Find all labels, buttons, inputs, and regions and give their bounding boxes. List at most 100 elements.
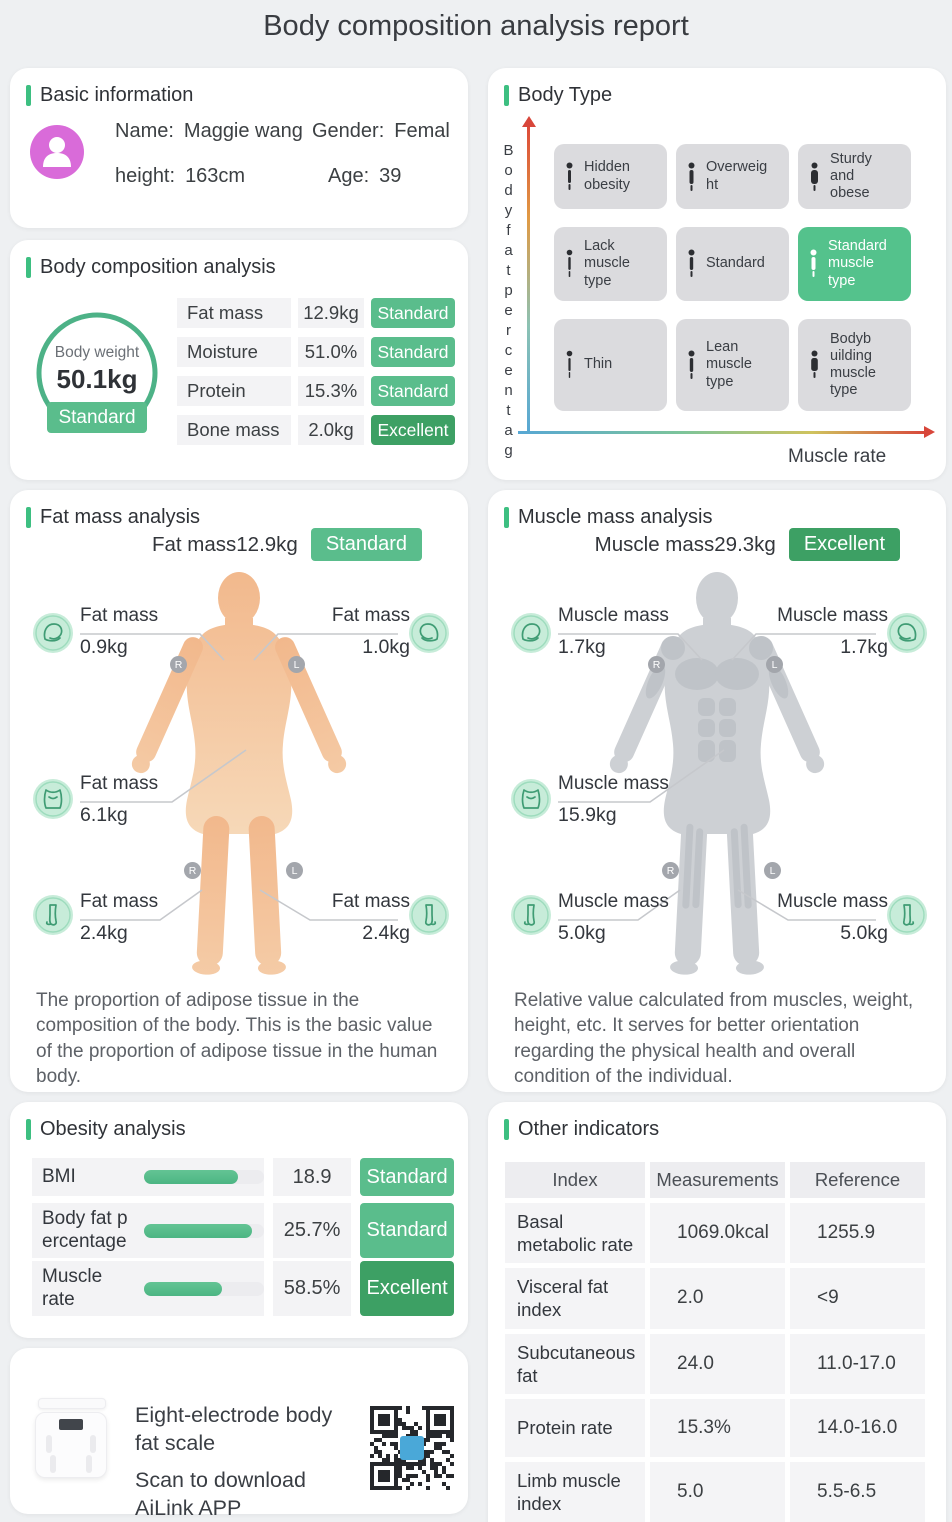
body-weight-gauge: Body weight 50.1kg [32,308,162,438]
x-axis-label: Muscle rate [788,446,887,467]
accent-bar [26,1119,31,1140]
body-weight-value: 50.1kg [56,364,138,394]
body-fat-scale-icon [35,1412,107,1478]
status-badge: Standard [371,337,455,367]
leg-icon [511,895,551,935]
fat-description: The proportion of adipose tissue in the … [36,990,438,1087]
x-axis-arrow-icon [924,426,935,438]
table-row: Moisture 51.0% Standard [177,337,455,367]
table-cell: 1069.0kcal [650,1203,785,1264]
obesity-analysis-title: Obesity analysis [26,1118,186,1141]
body-composition-title: Body composition analysis [26,256,276,279]
leg-icon [33,895,73,935]
body-weight-status-badge: Standard [47,402,147,433]
body-type-cell-standard-muscle-type-selected: Standard muscle type [798,227,911,301]
left-marker: L [288,656,305,673]
fat-mass-card: Fat mass analysis Fat mass12.9kg Standar… [10,490,468,1092]
body-type-cell-bodybuilding-muscle-type: Bodyb uilding muscle type [798,319,911,411]
fat-right-leg-label: Fat mass 2.4kg [331,891,410,944]
table-cell: Visceral fat index [505,1268,645,1329]
other-indicators-title: Other indicators [504,1118,659,1141]
muscle-mass-card: Muscle mass analysis Muscle mass29.3kg E… [488,490,946,1092]
gender-row: Gender: Femal [312,120,450,142]
right-marker: R [662,862,679,879]
name-value: Maggie wang [183,120,303,142]
table-cell: Basal metabolic rate [505,1203,645,1264]
table-row: BMI 18.9 Standard [32,1158,454,1196]
table-cell: 5.5-6.5 [790,1461,925,1522]
fat-status-badge: Standard [310,528,422,561]
accent-bar [26,257,31,278]
person-icon [811,350,818,378]
product-name: Eight-electrode body fat scale [135,1403,333,1455]
scale-lid [38,1398,106,1409]
qr-modules [370,1406,454,1490]
qr-code [370,1406,454,1490]
table-row: Bone mass 2.0kg Excellent [177,415,455,445]
body-type-cell-overweight: Overweig ht [676,144,789,209]
scale-display [59,1419,83,1430]
table-cell: Limb muscle index [505,1461,645,1522]
avatar [30,125,84,179]
left-marker: L [766,656,783,673]
leg-icon [887,895,927,935]
body-type-title: Body Type [504,84,612,107]
x-axis-line [518,431,926,434]
person-avatar-icon [43,137,71,167]
promo-text: Eight-electrode body fat scale Scan to d… [135,1402,360,1522]
body-type-cell-sturdy-and-obese: Sturdy and obese [798,144,911,209]
table-cell: 11.0-17.0 [790,1333,925,1394]
table-cell: 14.0-16.0 [790,1398,925,1457]
table-cell: 15.3% [650,1398,785,1457]
gender-value: Femal [394,120,450,142]
body-type-cell-lack-muscle-type: Lack muscle type [554,227,667,301]
table-cell: 24.0 [650,1333,785,1394]
y-axis-line [527,126,530,434]
obesity-analysis-card: Obesity analysis BMI 18.9 Standard Body … [10,1102,468,1338]
arm-icon [511,613,551,653]
muscle-right-leg-label: Muscle mass 5.0kg [777,891,888,944]
fat-left-leg-label: Fat mass 2.4kg [80,891,159,944]
age-value: 39 [379,165,402,187]
table-cell: 5.0 [650,1461,785,1522]
fat-summary: Fat mass12.9kg Standard [10,528,422,561]
table-row: Protein 15.3% Standard [177,376,455,406]
body-type-card: Body Type Bodyfatpercentag Muscle rate H… [488,68,946,480]
arm-icon [409,613,449,653]
arm-icon [33,613,73,653]
name-row: Name: Maggie wang [115,120,303,142]
muscle-summary: Muscle mass29.3kg Excellent [488,528,900,561]
muscle-left-arm-label: Muscle mass 1.7kg [558,605,669,658]
table-row: Muscle rate 58.5% Excellent [32,1261,454,1316]
fat-trunk-label: Fat mass 6.1kg [80,773,159,826]
table-row: Fat mass 12.9kg Standard [177,298,455,328]
status-badge: Standard [360,1158,454,1196]
person-icon [566,249,573,277]
status-badge: Standard [371,376,455,406]
basic-information-title: Basic information [26,84,193,107]
left-marker: L [286,862,303,879]
status-badge: Standard [371,298,455,328]
age-row: Age: 39 [328,165,402,187]
column-header: Reference [790,1162,925,1198]
right-marker: R [170,656,187,673]
app-promo-card: Eight-electrode body fat scale Scan to d… [10,1348,468,1520]
accent-bar [26,85,31,106]
body-weight-label: Body weight [54,344,140,361]
person-icon [810,249,817,277]
status-badge: Excellent [360,1261,454,1316]
muscle-description: Relative value calculated from muscles, … [514,990,914,1087]
other-indicators-card: Other indicators Index Measurements Refe… [488,1102,946,1522]
person-icon [566,162,573,190]
body-type-cell-standard: Standard [676,227,789,301]
right-marker: R [648,656,665,673]
body-type-cell-lean-muscle-type: Lean muscle type [676,319,789,411]
progress-bar [144,1170,264,1184]
leg-icon [409,895,449,935]
table-cell: Protein rate [505,1398,645,1457]
basic-information-card: Basic information Name: Maggie wang Gende… [10,68,468,228]
accent-bar [504,85,509,106]
muscle-mass-title: Muscle mass analysis [504,506,713,529]
trunk-icon [511,779,551,819]
body-type-cell-hidden-obesity: Hidden obesity [554,144,667,209]
